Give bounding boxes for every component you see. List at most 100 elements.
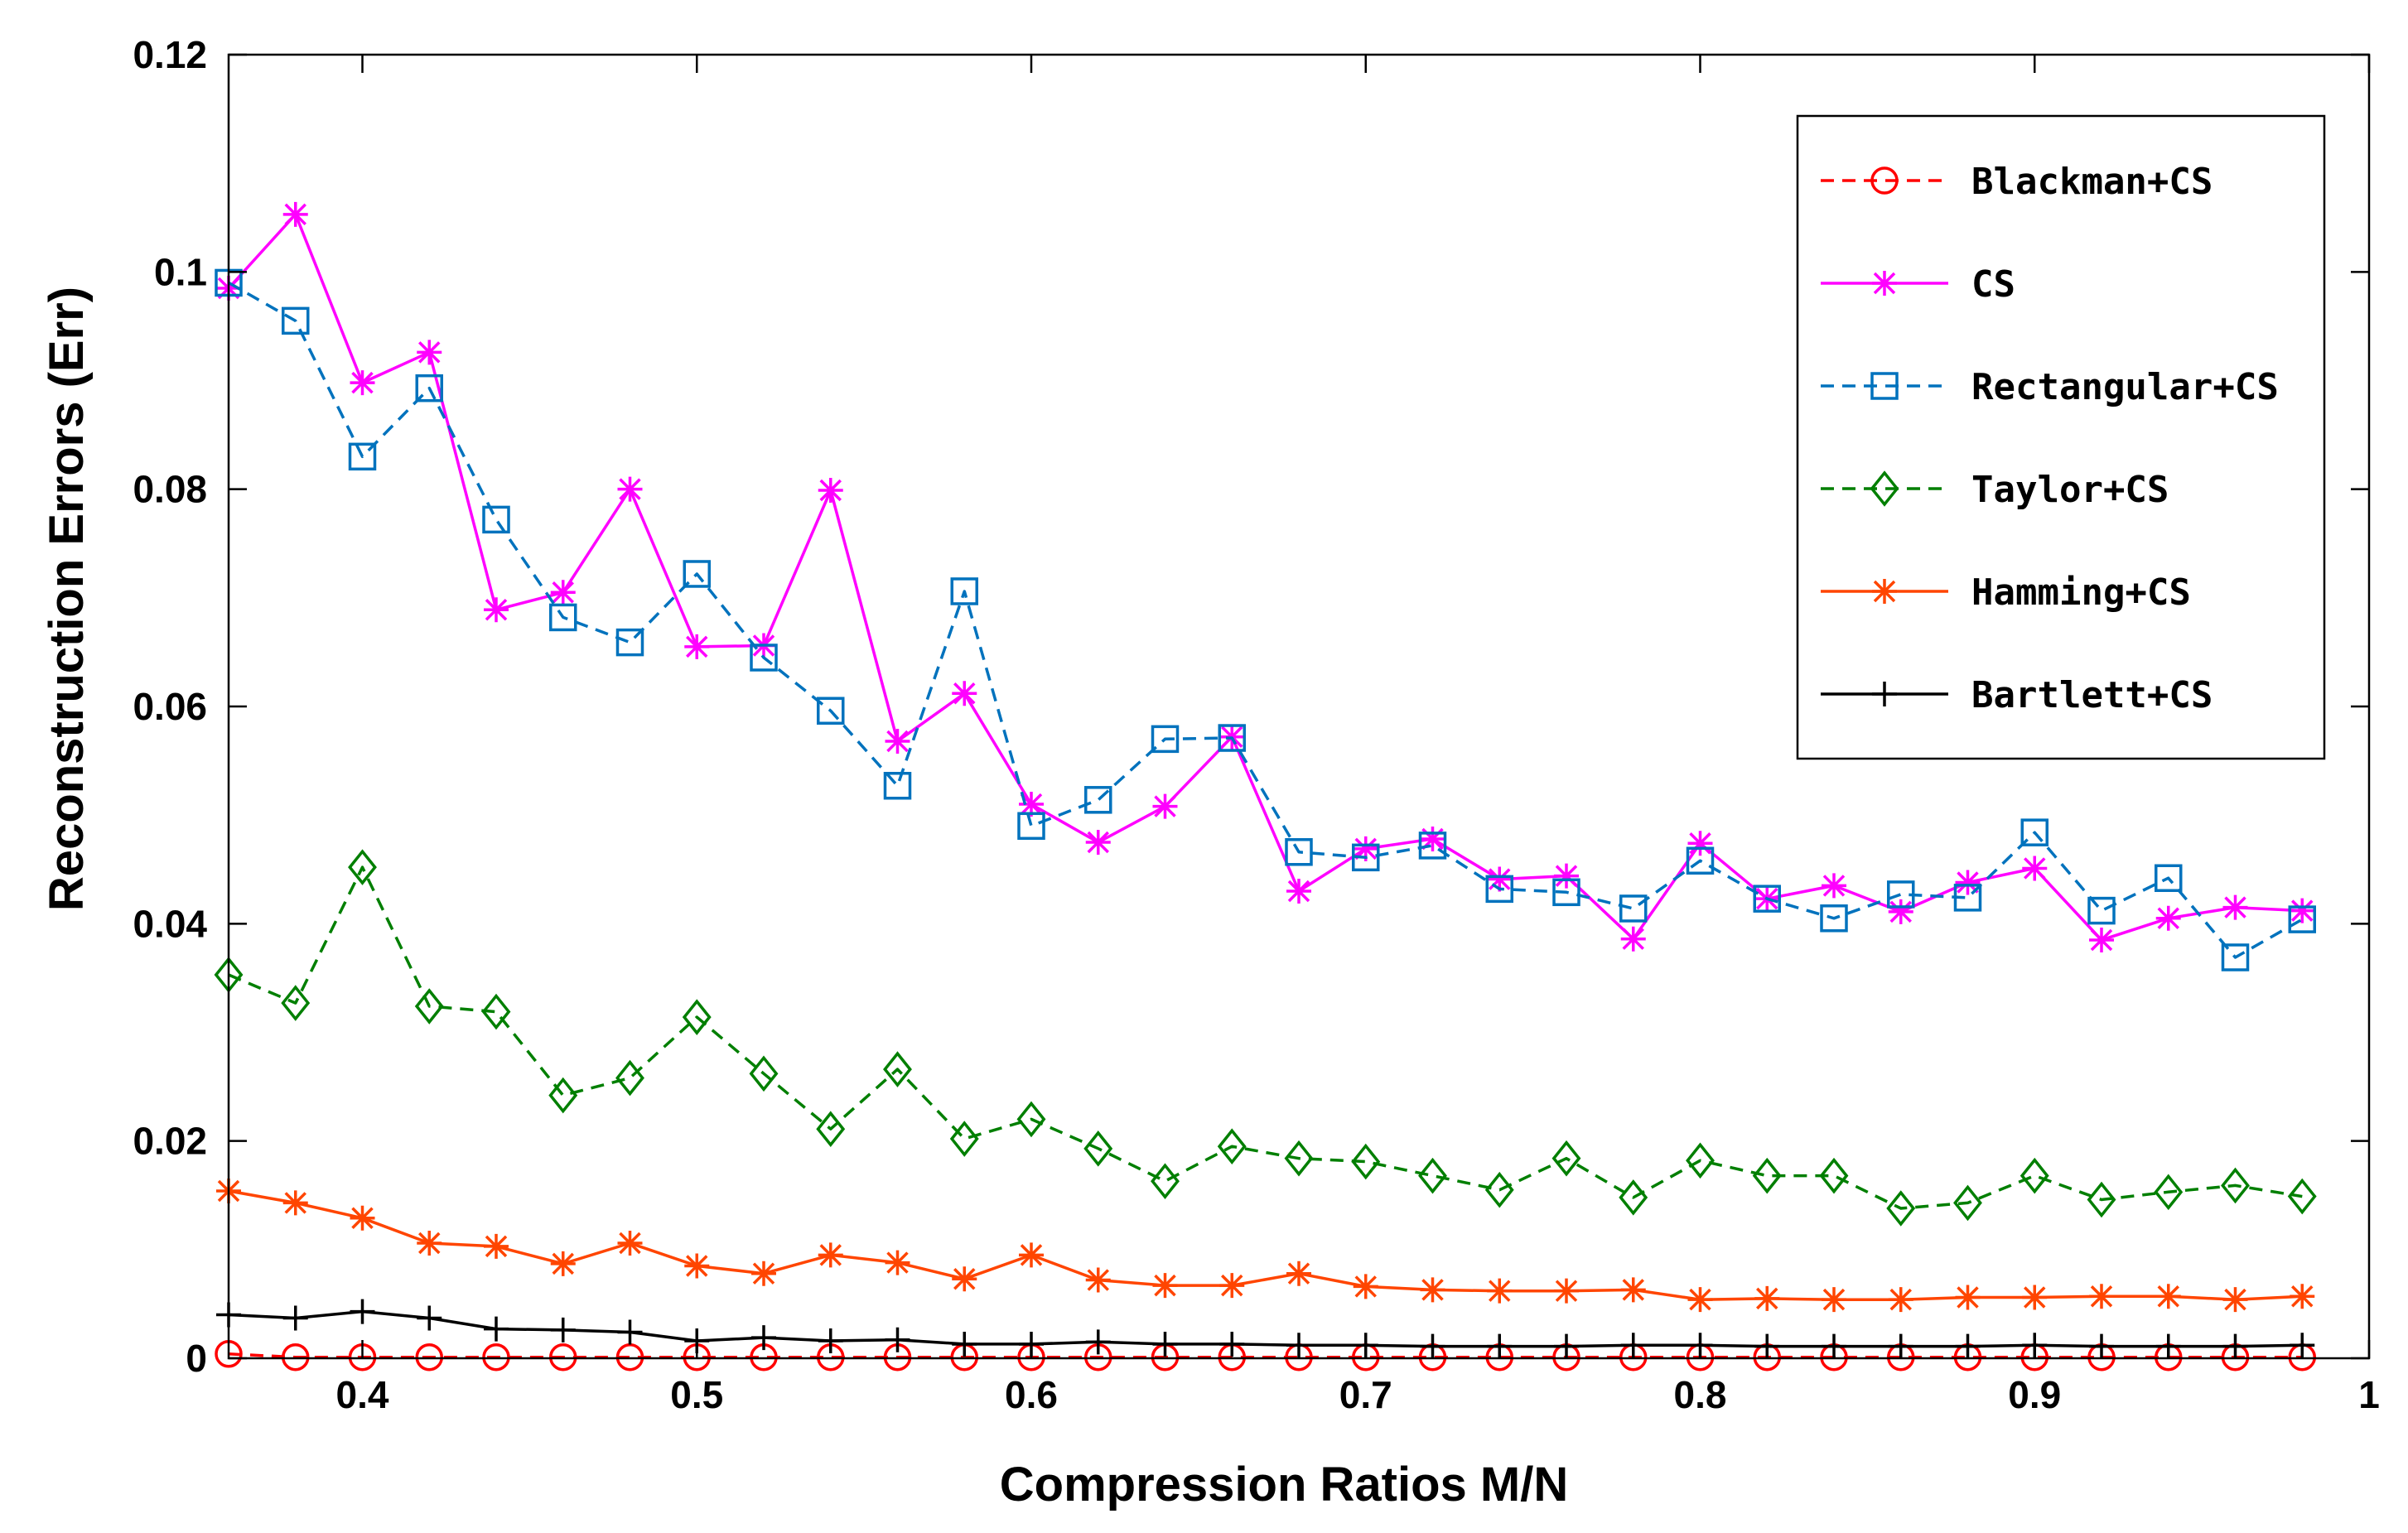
- data-point-bartlett-cs: [350, 1299, 375, 1324]
- series-line-taylor-cs: [228, 865, 2303, 1210]
- data-point-rectangular-cs: [282, 306, 310, 335]
- legend-entry-bartlett-cs: Bartlett+CS: [1821, 674, 2213, 716]
- y-tick-label: 0.1: [154, 250, 207, 293]
- data-point-cs: [2089, 928, 2114, 953]
- x-tick-label: 0.9: [2008, 1373, 2061, 1416]
- data-point-bartlett-cs: [1754, 1333, 1780, 1359]
- data-point-taylor-cs: [749, 1055, 779, 1092]
- data-point-bartlett-cs: [1487, 1333, 1513, 1359]
- data-point-cs: [1487, 866, 1513, 892]
- data-point-taylor-cs: [883, 1051, 912, 1087]
- data-point-taylor-cs: [481, 993, 511, 1030]
- data-point-cs: [1353, 836, 1378, 861]
- data-point-rectangular-cs: [482, 505, 510, 534]
- legend-entry-hamming-cs: Hamming+CS: [1821, 571, 2191, 614]
- data-point-bartlett-cs: [1085, 1329, 1111, 1355]
- data-point-rectangular-cs: [1887, 880, 1915, 909]
- y-tick-label: 0.04: [133, 902, 207, 945]
- data-point-cs: [1888, 899, 1913, 924]
- x-tick-label: 0.5: [670, 1373, 723, 1416]
- data-point-cs: [1687, 831, 1713, 856]
- data-point-cs: [417, 340, 442, 365]
- data-point-rectangular-cs: [1820, 904, 1848, 933]
- data-point-taylor-cs: [1016, 1101, 1046, 1138]
- data-point-bartlett-cs: [1286, 1333, 1311, 1358]
- data-point-rectangular-cs: [348, 442, 377, 471]
- series-bartlett-cs: [216, 1299, 2315, 1359]
- data-point-rectangular-cs: [1686, 846, 1715, 875]
- data-point-hamming-cs: [1754, 1285, 1780, 1311]
- data-point-hamming-cs: [1554, 1278, 1579, 1304]
- data-point-rectangular-cs: [1017, 812, 1045, 841]
- legend-label-rectangular-cs: Rectangular+CS: [1971, 366, 2279, 408]
- y-tick-label: 0.02: [133, 1120, 207, 1163]
- data-point-rectangular-cs: [1352, 843, 1380, 872]
- legend-swatch-marker: [1872, 271, 1897, 296]
- data-point-taylor-cs: [1819, 1157, 1849, 1194]
- data-point-cs: [1286, 878, 1311, 904]
- data-point-hamming-cs: [1019, 1242, 1044, 1268]
- data-point-hamming-cs: [1353, 1274, 1378, 1299]
- data-point-hamming-cs: [617, 1230, 643, 1256]
- data-point-cs: [550, 580, 576, 605]
- x-tick-label: 0.6: [1005, 1373, 1058, 1416]
- data-point-taylor-cs: [2287, 1178, 2317, 1215]
- data-point-cs: [952, 681, 977, 706]
- data-point-cs: [1822, 873, 1846, 899]
- data-point-hamming-cs: [1152, 1273, 1178, 1299]
- data-point-rectangular-cs: [2020, 818, 2048, 846]
- data-point-blackman-cs: [549, 1343, 577, 1372]
- data-point-rectangular-cs: [1552, 878, 1580, 907]
- data-point-rectangular-cs: [1619, 894, 1648, 923]
- data-point-taylor-cs: [1217, 1128, 1247, 1165]
- data-point-taylor-cs: [1886, 1190, 1916, 1227]
- legend-label-taylor-cs: Taylor+CS: [1971, 469, 2169, 511]
- legend-entry-cs: CS: [1821, 263, 2015, 306]
- data-point-hamming-cs: [1219, 1273, 1245, 1299]
- data-point-taylor-cs: [682, 999, 712, 1035]
- data-point-hamming-cs: [2222, 1287, 2248, 1313]
- data-point-taylor-cs: [1151, 1163, 1180, 1199]
- data-point-taylor-cs: [1619, 1179, 1648, 1216]
- y-tick-label: 0.12: [133, 33, 207, 76]
- data-point-blackman-cs: [415, 1343, 443, 1372]
- data-point-hamming-cs: [1487, 1278, 1513, 1304]
- data-point-taylor-cs: [1953, 1184, 1982, 1222]
- x-tick-label: 0.7: [1339, 1373, 1392, 1416]
- data-point-cs: [350, 370, 375, 396]
- data-point-cs: [2022, 856, 2048, 881]
- data-point-hamming-cs: [417, 1230, 442, 1256]
- data-point-bartlett-cs: [417, 1305, 442, 1331]
- data-point-bartlett-cs: [617, 1319, 643, 1345]
- data-point-hamming-cs: [1420, 1277, 1445, 1303]
- data-point-hamming-cs: [1085, 1267, 1111, 1293]
- series-hamming-cs: [216, 1179, 2315, 1313]
- data-point-bartlett-cs: [1888, 1333, 1913, 1359]
- data-point-hamming-cs: [282, 1190, 308, 1216]
- data-point-taylor-cs: [1551, 1140, 1581, 1177]
- data-point-bartlett-cs: [818, 1328, 843, 1354]
- data-point-bartlett-cs: [1152, 1331, 1178, 1357]
- legend-entry-blackman-cs: Blackman+CS: [1821, 161, 2213, 203]
- data-point-bartlett-cs: [1219, 1331, 1245, 1357]
- x-tick-label: 1: [2358, 1373, 2380, 1416]
- data-point-rectangular-cs: [817, 697, 845, 725]
- x-tick-label: 0.8: [1674, 1373, 1727, 1416]
- data-point-bartlett-cs: [1420, 1333, 1445, 1359]
- data-point-taylor-cs: [816, 1111, 846, 1148]
- data-point-taylor-cs: [2221, 1167, 2250, 1204]
- data-point-rectangular-cs: [750, 644, 778, 672]
- legend-label-hamming-cs: Hamming+CS: [1971, 571, 2191, 614]
- data-point-cs: [2155, 905, 2181, 931]
- data-point-hamming-cs: [952, 1266, 977, 1292]
- data-point-bartlett-cs: [1822, 1333, 1846, 1359]
- data-point-bartlett-cs: [885, 1327, 910, 1352]
- data-point-hamming-cs: [1888, 1287, 1913, 1313]
- data-point-bartlett-cs: [550, 1317, 576, 1343]
- data-point-hamming-cs: [2022, 1285, 2048, 1310]
- legend-swatch-marker: [1870, 470, 1899, 507]
- data-point-rectangular-cs: [415, 374, 443, 403]
- data-point-taylor-cs: [949, 1121, 979, 1157]
- legend-swatch-marker: [1872, 579, 1897, 604]
